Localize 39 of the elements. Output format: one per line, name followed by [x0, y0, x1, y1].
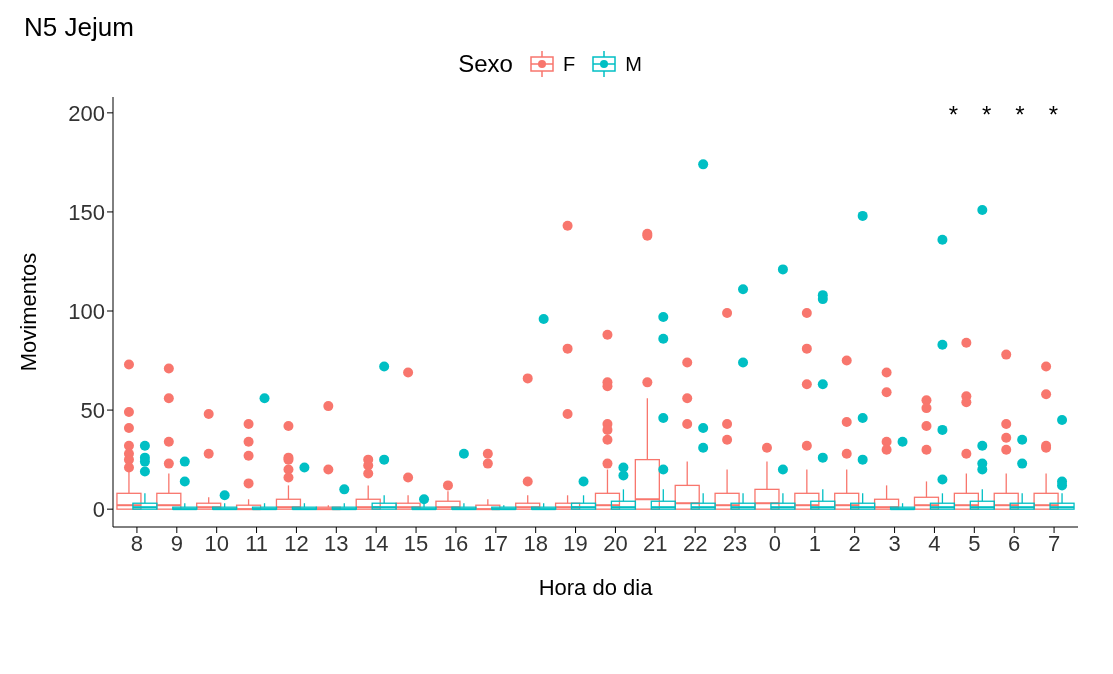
- y-axis-title: Movimentos: [15, 252, 41, 372]
- x-tick-label: 2: [848, 530, 861, 556]
- annotation: *: [948, 101, 958, 129]
- x-tick-label: 0: [768, 530, 782, 556]
- x-tick-label: 18: [523, 530, 548, 556]
- x-tick-label: 19: [563, 530, 588, 556]
- legend-title: Sexo: [458, 50, 513, 78]
- x-tick-label: 13: [324, 530, 349, 556]
- chart-title: N5 Jejum: [23, 11, 135, 43]
- x-tick-label: 7: [1047, 530, 1061, 556]
- x-tick-label: 9: [170, 530, 183, 556]
- x-tick-label: 4: [928, 530, 941, 556]
- annotation: *: [1015, 101, 1025, 129]
- y-tick-label: 200: [68, 100, 105, 126]
- annotation: *: [1048, 101, 1058, 129]
- x-tick-label: 11: [245, 530, 268, 556]
- y-tick-label: 100: [68, 298, 105, 324]
- x-tick-label: 5: [968, 530, 981, 556]
- legend-label: F: [561, 51, 576, 77]
- x-tick-label: 16: [443, 530, 469, 556]
- x-tick-label: 14: [363, 530, 389, 556]
- legend-label: M: [624, 51, 642, 77]
- y-tick-label: 150: [68, 199, 105, 225]
- x-tick-label: 15: [403, 530, 429, 556]
- x-tick-label: 1: [808, 530, 821, 556]
- x-tick-label: 3: [888, 530, 901, 556]
- x-tick-label: 10: [204, 530, 229, 556]
- x-tick-label: 22: [682, 530, 708, 556]
- x-tick-label: 12: [284, 530, 309, 556]
- x-tick-label: 6: [1008, 530, 1021, 556]
- x-tick-label: 8: [130, 530, 144, 556]
- annotation: *: [981, 101, 992, 129]
- y-tick-label: 50: [80, 397, 105, 423]
- y-tick-label: 0: [92, 496, 105, 522]
- x-tick-label: 20: [603, 530, 628, 556]
- x-axis-title: Hora do dia: [538, 575, 654, 600]
- x-tick-label: 21: [643, 530, 668, 556]
- x-tick-label: 23: [722, 530, 748, 556]
- x-tick-label: 17: [483, 530, 509, 556]
